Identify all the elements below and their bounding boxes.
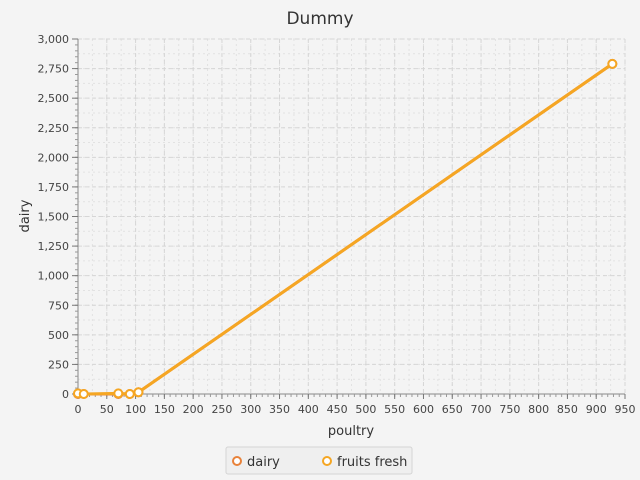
x-tick-label: 700 [471, 403, 492, 416]
x-tick-label: 650 [442, 403, 463, 416]
y-tick-label: 1,750 [38, 181, 70, 194]
y-tick-label: 2,000 [38, 151, 70, 164]
x-tick-label: 200 [183, 403, 204, 416]
x-tick-label: 350 [269, 403, 290, 416]
x-tick-label: 250 [211, 403, 232, 416]
data-point [133, 387, 144, 398]
data-point [78, 389, 89, 399]
y-tick-label: 3,000 [38, 33, 70, 46]
x-tick-label: 750 [499, 403, 520, 416]
y-tick-label: 2,500 [38, 92, 70, 105]
chart-title: Dummy [286, 9, 353, 29]
y-tick-label: 250 [48, 358, 69, 371]
x-tick-label: 850 [557, 403, 578, 416]
x-tick-label: 300 [240, 403, 261, 416]
x-tick-label: 0 [75, 403, 82, 416]
legend-marker [322, 456, 332, 466]
series-fruits-fresh [73, 58, 618, 399]
y-tick-label: 1,000 [38, 270, 70, 283]
x-tick-label: 450 [327, 403, 348, 416]
x-tick-label: 100 [125, 403, 146, 416]
x-tick-label: 900 [586, 403, 607, 416]
x-tick-label: 800 [528, 403, 549, 416]
legend-label: dairy [247, 455, 280, 470]
y-tick-label: 1,500 [38, 211, 70, 224]
y-tick-label: 500 [48, 329, 69, 342]
x-tick-label: 500 [355, 403, 376, 416]
data-point [113, 388, 124, 399]
x-tick-label: 550 [384, 403, 405, 416]
grid [77, 38, 626, 395]
y-tick-label: 2,250 [38, 122, 70, 135]
x-tick-label: 50 [100, 403, 114, 416]
legend-marker [232, 456, 242, 466]
x-tick-label: 600 [413, 403, 434, 416]
series-layer [73, 58, 618, 399]
data-point [607, 58, 618, 69]
y-tick-label: 750 [48, 299, 69, 312]
y-axis-label: dairy [18, 199, 33, 232]
x-tick-label: 950 [615, 403, 636, 416]
legend-box [225, 446, 413, 475]
x-tick-label: 400 [298, 403, 319, 416]
y-tick-label: 2,750 [38, 63, 70, 76]
data-point [124, 389, 135, 399]
x-tick-label: 150 [154, 403, 175, 416]
legend: dairy fruits fresh [225, 446, 413, 475]
legend-label: fruits fresh [337, 455, 407, 470]
y-tick-label: 1,250 [38, 240, 70, 253]
x-axis-label: poultry [328, 424, 374, 439]
y-tick-label: 0 [62, 388, 69, 401]
